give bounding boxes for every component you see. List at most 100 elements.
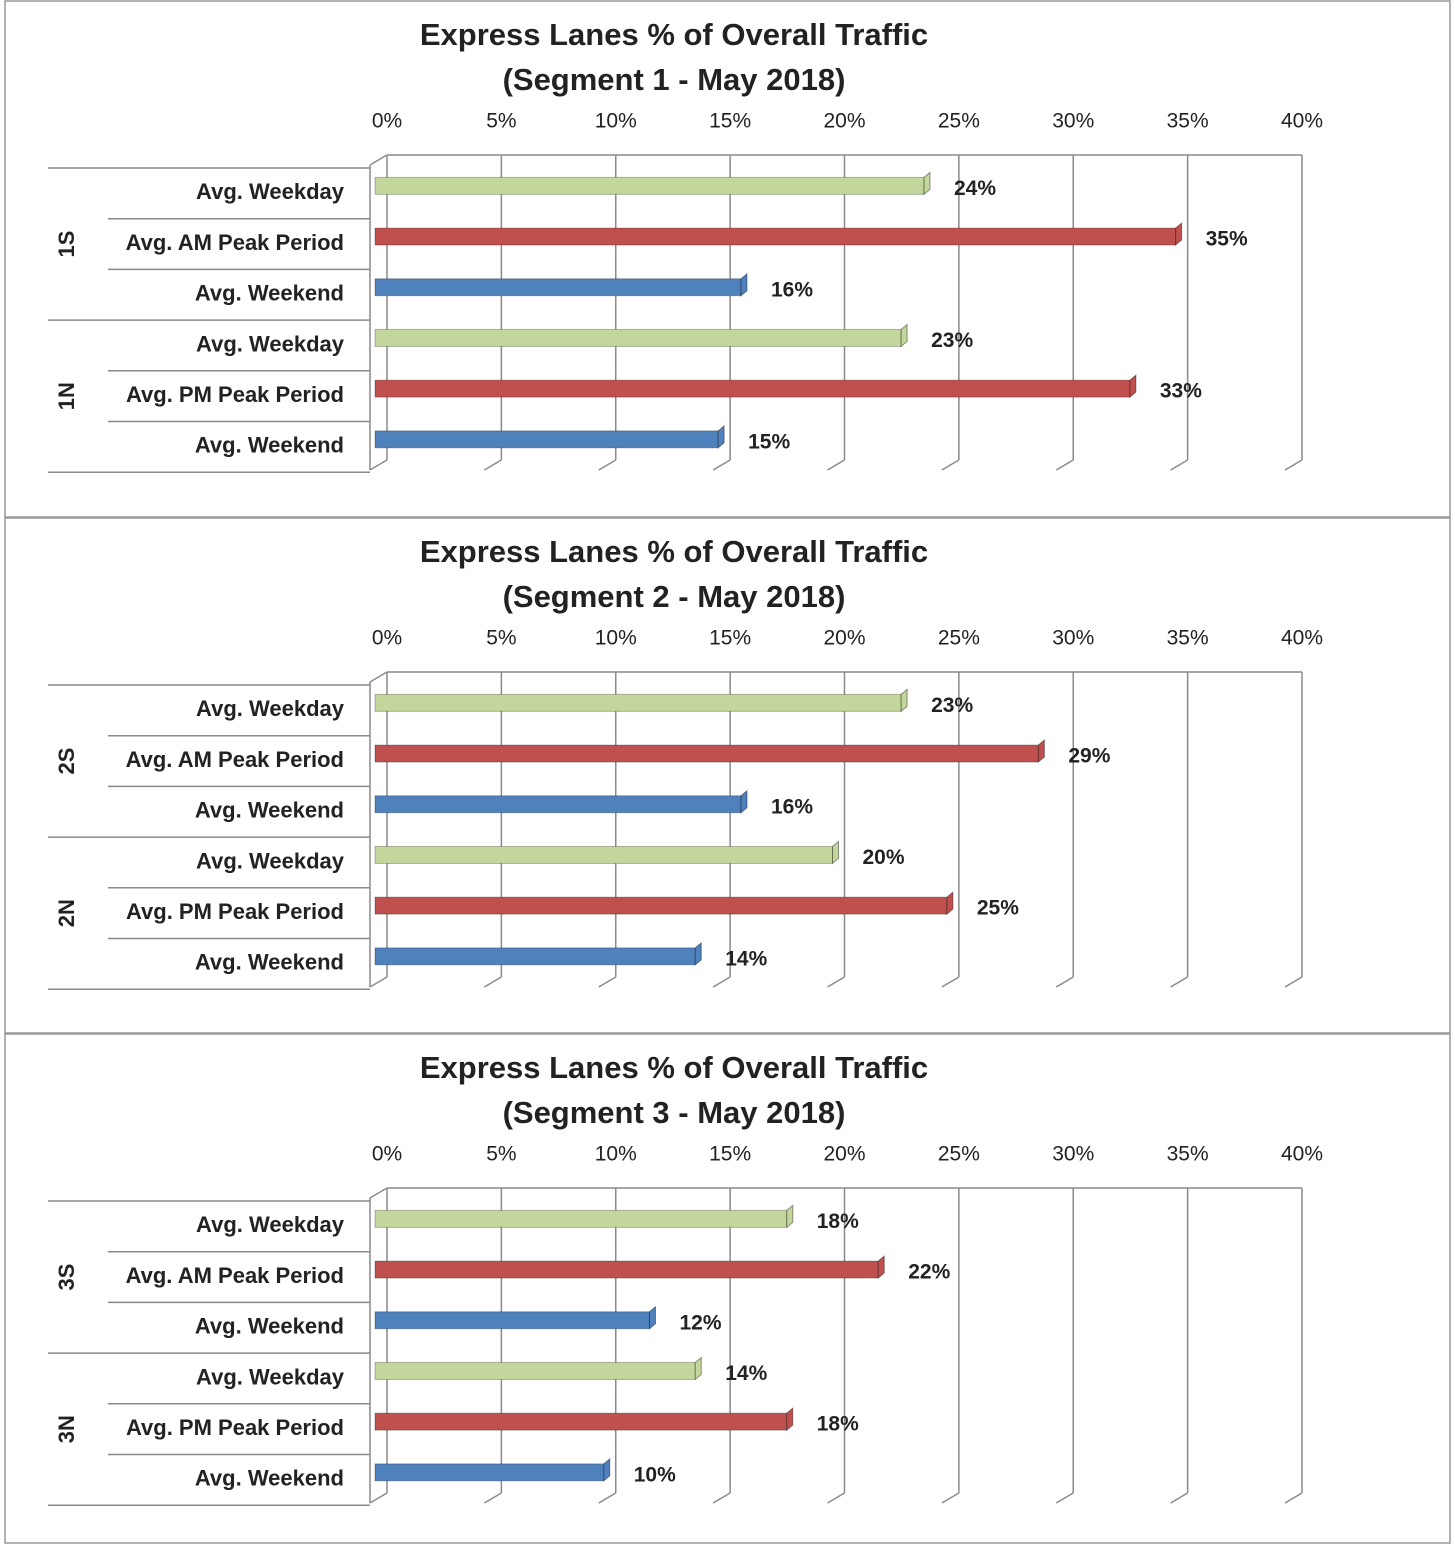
bar-end xyxy=(717,424,725,449)
category-label: Avg. Weekday xyxy=(196,1364,345,1389)
grid-floor xyxy=(827,1492,845,1504)
grid-floor xyxy=(1055,1492,1074,1504)
x-tick-label: 20% xyxy=(823,110,865,133)
bar xyxy=(374,896,948,915)
bar-end xyxy=(946,891,954,916)
bar-end xyxy=(877,1254,885,1280)
bar xyxy=(374,1412,788,1431)
x-tick-label: 15% xyxy=(709,110,751,133)
grid-floor xyxy=(1284,459,1303,471)
left-wall-top xyxy=(369,154,388,166)
x-tick-label: 5% xyxy=(486,110,516,133)
value-label: 14% xyxy=(725,947,767,970)
value-label: 23% xyxy=(931,329,973,352)
grid-floor xyxy=(827,976,845,988)
bar-end xyxy=(900,688,908,713)
x-tick-label: 15% xyxy=(709,1143,751,1166)
grid-floor xyxy=(941,976,960,988)
category-label: Avg. PM Peak Period xyxy=(126,1415,344,1440)
x-tick-label: 15% xyxy=(709,627,751,650)
category-label: Avg. AM Peak Period xyxy=(126,747,344,772)
value-label: 16% xyxy=(771,278,813,301)
value-label: 33% xyxy=(1160,380,1202,403)
x-tick-label: 5% xyxy=(486,1143,516,1166)
category-label: Avg. PM Peak Period xyxy=(126,899,344,924)
grid-floor xyxy=(369,976,388,988)
value-label: 25% xyxy=(977,897,1019,920)
value-label: 10% xyxy=(634,1463,676,1486)
value-label: 35% xyxy=(1206,228,1248,251)
group-label: 2S xyxy=(54,748,79,775)
group-label: 1S xyxy=(54,231,79,258)
category-label: Avg. Weekday xyxy=(196,1212,345,1237)
value-label: 14% xyxy=(725,1362,767,1385)
grid-floor xyxy=(1170,976,1189,988)
x-tick-label: 40% xyxy=(1281,1143,1323,1166)
bar-end xyxy=(923,171,931,196)
category-label: Avg. Weekend xyxy=(195,281,344,306)
grid-floor xyxy=(598,976,617,988)
value-label: 18% xyxy=(817,1210,859,1233)
bar-end xyxy=(832,840,839,865)
bar xyxy=(374,1311,650,1330)
x-tick-label: 10% xyxy=(595,627,637,650)
value-label: 15% xyxy=(748,430,790,453)
category-label: Avg. AM Peak Period xyxy=(126,1263,344,1288)
bar xyxy=(374,1463,605,1482)
bar-end xyxy=(740,789,748,814)
group-label: 1N xyxy=(54,382,79,410)
x-tick-label: 5% xyxy=(486,627,516,650)
bar xyxy=(374,744,1039,763)
category-label: Avg. Weekend xyxy=(195,433,344,458)
value-label: 29% xyxy=(1068,745,1110,768)
bar xyxy=(374,845,833,864)
bar-end xyxy=(1037,738,1045,764)
bar xyxy=(374,430,719,449)
value-label: 23% xyxy=(931,694,973,717)
grid-floor xyxy=(941,1492,960,1504)
bar xyxy=(374,693,902,712)
grid-floor xyxy=(483,976,502,988)
grid-floor xyxy=(1055,459,1074,471)
grid-floor xyxy=(1170,459,1189,471)
x-tick-label: 25% xyxy=(938,627,980,650)
chart-title: Express Lanes % of Overall Traffic xyxy=(420,534,928,569)
bar-end xyxy=(603,1457,611,1482)
value-label: 24% xyxy=(954,177,996,200)
x-tick-label: 10% xyxy=(595,1143,637,1166)
value-label: 22% xyxy=(908,1261,950,1284)
bar-end xyxy=(786,1204,794,1229)
bar-end xyxy=(900,323,908,348)
bar-end xyxy=(1175,221,1183,247)
value-label: 12% xyxy=(680,1311,722,1334)
x-tick-label: 40% xyxy=(1281,627,1323,650)
x-tick-label: 35% xyxy=(1167,1143,1209,1166)
category-label: Avg. Weekend xyxy=(195,1314,344,1339)
x-tick-label: 35% xyxy=(1167,110,1209,133)
bar xyxy=(374,1361,696,1380)
bar xyxy=(374,328,902,347)
x-tick-label: 25% xyxy=(938,1143,980,1166)
grid-floor xyxy=(941,459,960,471)
x-tick-label: 35% xyxy=(1167,627,1209,650)
value-label: 16% xyxy=(771,795,813,818)
grid-floor xyxy=(712,976,731,988)
grid-floor xyxy=(598,1492,617,1504)
value-label: 18% xyxy=(817,1413,859,1436)
category-label: Avg. Weekday xyxy=(196,696,345,721)
category-label: Avg. PM Peak Period xyxy=(126,382,344,407)
grid-floor xyxy=(712,1492,731,1504)
value-label: 20% xyxy=(863,846,905,869)
bar-end xyxy=(740,272,748,297)
x-tick-label: 0% xyxy=(372,1143,402,1166)
chart-title: Express Lanes % of Overall Traffic xyxy=(420,17,928,52)
group-label: 3S xyxy=(54,1264,79,1291)
grid-floor xyxy=(598,459,617,471)
grid-floor xyxy=(369,459,388,471)
grid-floor xyxy=(483,459,502,471)
chart-subtitle: (Segment 3 - May 2018) xyxy=(503,1095,846,1130)
grid-floor xyxy=(1284,976,1303,988)
bar xyxy=(374,227,1177,246)
bar-end xyxy=(694,1356,702,1381)
left-wall-top xyxy=(369,1187,388,1199)
